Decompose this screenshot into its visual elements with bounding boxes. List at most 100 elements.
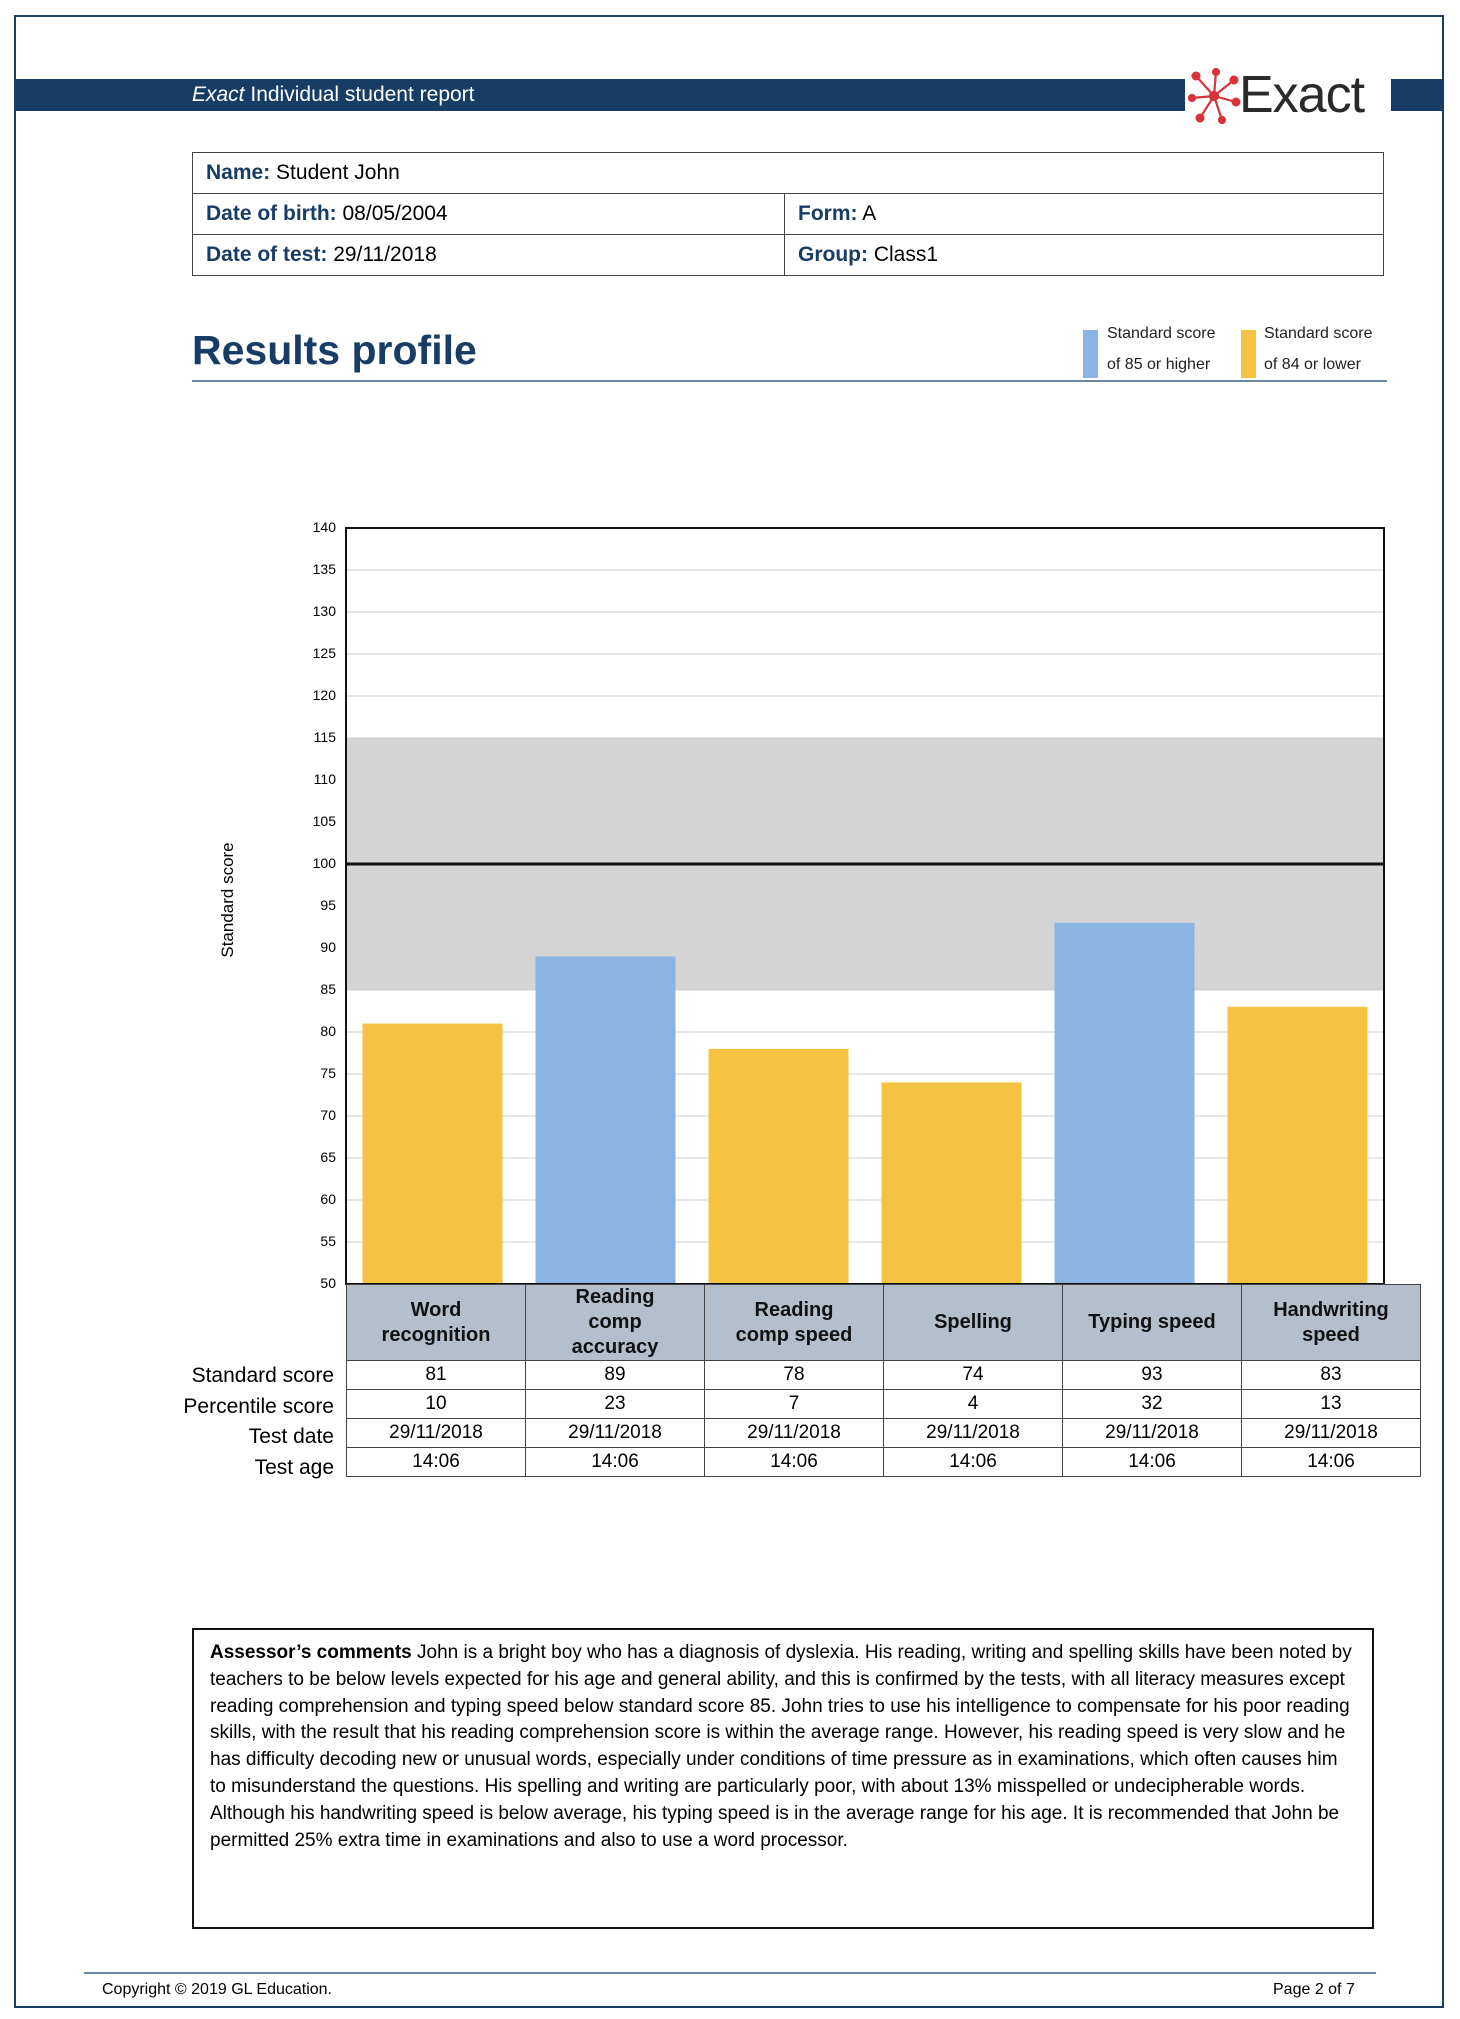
dob-label: Date of birth: xyxy=(206,202,337,225)
group-cell: Group: Class1 xyxy=(784,234,1384,276)
bar-3 xyxy=(708,1048,849,1284)
test-age-cell: 14:06 xyxy=(1062,1447,1242,1477)
section-title: Results profile xyxy=(192,327,477,373)
name-value: Student John xyxy=(276,161,400,184)
group-label: Group: xyxy=(798,243,868,266)
form-value: A xyxy=(862,202,877,225)
bar-1 xyxy=(362,1023,503,1284)
student-info-row: Date of test: 29/11/2018 Group: Class1 xyxy=(192,234,1384,276)
standard-score-cell: 78 xyxy=(704,1360,884,1390)
bar-2 xyxy=(535,956,676,1284)
footer-divider xyxy=(84,1972,1376,1974)
test-age-cell: 14:06 xyxy=(883,1447,1063,1477)
test-date-cell: 29/11/2018 xyxy=(883,1418,1063,1448)
test-age-row: 14:06 14:06 14:06 14:06 14:06 14:06 xyxy=(346,1447,1421,1477)
name-cell: Name: Student John xyxy=(192,152,1384,194)
category-header: Reading comp speed xyxy=(704,1284,884,1361)
test-age-cell: 14:06 xyxy=(1241,1447,1421,1477)
test-date-cell: 29/11/2018 xyxy=(346,1418,526,1448)
percentile-score-cell: 32 xyxy=(1062,1389,1242,1419)
test-date-cell: 29/11/2018 xyxy=(1062,1418,1242,1448)
y-tick-label: 80 xyxy=(320,1023,336,1039)
y-tick-label: 105 xyxy=(312,813,336,829)
y-tick-label: 60 xyxy=(320,1191,336,1207)
exact-logo-icon xyxy=(1187,68,1241,124)
bar-6 xyxy=(1227,1006,1368,1284)
legend-line: of 84 or lower xyxy=(1264,356,1361,373)
y-tick-label: 135 xyxy=(312,561,336,577)
y-tick-label: 130 xyxy=(312,603,336,619)
y-tick-label: 55 xyxy=(320,1233,336,1249)
standard-score-cell: 74 xyxy=(883,1360,1063,1390)
y-tick-label: 85 xyxy=(320,981,336,997)
y-tick-label: 70 xyxy=(320,1107,336,1123)
legend-line: Standard score xyxy=(1107,325,1216,342)
section-divider xyxy=(192,380,1387,382)
test-date-label: Date of test: xyxy=(206,243,328,266)
percentile-score-cell: 13 xyxy=(1241,1389,1421,1419)
standard-score-cell: 93 xyxy=(1062,1360,1242,1390)
copyright: Copyright © 2019 GL Education. xyxy=(102,1981,332,1998)
bar-5 xyxy=(1054,922,1195,1284)
report-title-text: Individual student report xyxy=(244,83,475,106)
dob-cell: Date of birth: 08/05/2004 xyxy=(192,193,785,235)
row-label-test-age: Test age xyxy=(254,1456,334,1479)
student-info-table: Name: Student John Date of birth: 08/05/… xyxy=(192,152,1384,276)
form-cell: Form: A xyxy=(784,193,1384,235)
test-date-cell: 29/11/2018 xyxy=(525,1418,705,1448)
y-tick-label: 140 xyxy=(312,519,336,535)
comments-label: Assessor’s comments xyxy=(210,1642,412,1663)
legend-swatch-high xyxy=(1083,330,1098,378)
page-frame xyxy=(14,15,1444,2008)
percentile-score-cell: 23 xyxy=(525,1389,705,1419)
name-label: Name: xyxy=(206,161,271,184)
test-age-cell: 14:06 xyxy=(704,1447,884,1477)
page-number: Page 2 of 7 xyxy=(1273,1981,1355,1998)
test-age-cell: 14:06 xyxy=(525,1447,705,1477)
standard-score-cell: 83 xyxy=(1241,1360,1421,1390)
standard-score-cell: 89 xyxy=(525,1360,705,1390)
test-date-cell: 29/11/2018 xyxy=(704,1418,884,1448)
y-tick-label: 125 xyxy=(312,645,336,661)
standard-score-cell: 81 xyxy=(346,1360,526,1390)
legend-swatch-low xyxy=(1241,330,1256,378)
y-tick-label: 95 xyxy=(320,897,336,913)
y-tick-label: 115 xyxy=(313,729,336,745)
y-tick-label: 120 xyxy=(312,687,336,703)
percentile-score-row: 10 23 7 4 32 13 xyxy=(346,1389,1421,1419)
legend-line: Standard score xyxy=(1264,325,1373,342)
scores-table: Word recognition Reading comp accuracy Readin… xyxy=(346,1284,1421,1477)
report-title-brand: Exact xyxy=(192,83,245,106)
y-tick-label: 65 xyxy=(320,1149,336,1165)
form-label: Form: xyxy=(798,202,858,225)
y-tick-label: 110 xyxy=(313,771,336,787)
category-header: Typing speed xyxy=(1062,1284,1242,1361)
legend-text-low: Standard score of 84 or lower xyxy=(1264,318,1373,380)
row-label-percentile: Percentile score xyxy=(183,1395,334,1418)
category-header-row: Word recognition Reading comp accuracy Readin… xyxy=(346,1284,1421,1361)
dob-value: 08/05/2004 xyxy=(342,202,448,225)
y-tick-label: 75 xyxy=(320,1065,336,1081)
y-tick-label: 50 xyxy=(320,1275,336,1291)
logo-wordmark: Exact xyxy=(1239,66,1365,124)
group-value: Class1 xyxy=(873,243,939,266)
percentile-score-cell: 10 xyxy=(346,1389,526,1419)
percentile-score-cell: 4 xyxy=(883,1389,1063,1419)
test-date-row: 29/11/2018 29/11/2018 29/11/2018 29/11/2018… xyxy=(346,1418,1421,1448)
legend-text-high: Standard score of 85 or higher xyxy=(1107,318,1216,380)
bar-4 xyxy=(881,1082,1022,1284)
y-tick-label: 90 xyxy=(320,939,336,955)
category-header: Reading comp accuracy xyxy=(525,1284,705,1361)
test-age-cell: 14:06 xyxy=(346,1447,526,1477)
y-tick-label: 100 xyxy=(312,855,336,871)
test-date-cell: Date of test: 29/11/2018 xyxy=(192,234,785,276)
category-header: Spelling xyxy=(883,1284,1063,1361)
student-info-row: Name: Student John xyxy=(192,152,1384,194)
category-header: Word recognition xyxy=(346,1284,526,1361)
student-info-row: Date of birth: 08/05/2004 Form: A xyxy=(192,193,1384,235)
row-label-standard: Standard score xyxy=(191,1364,334,1387)
test-date-cell: 29/11/2018 xyxy=(1241,1418,1421,1448)
category-header: Handwriting speed xyxy=(1241,1284,1421,1361)
assessor-comments-box: Assessor’s comments John is a bright boy… xyxy=(192,1628,1374,1929)
